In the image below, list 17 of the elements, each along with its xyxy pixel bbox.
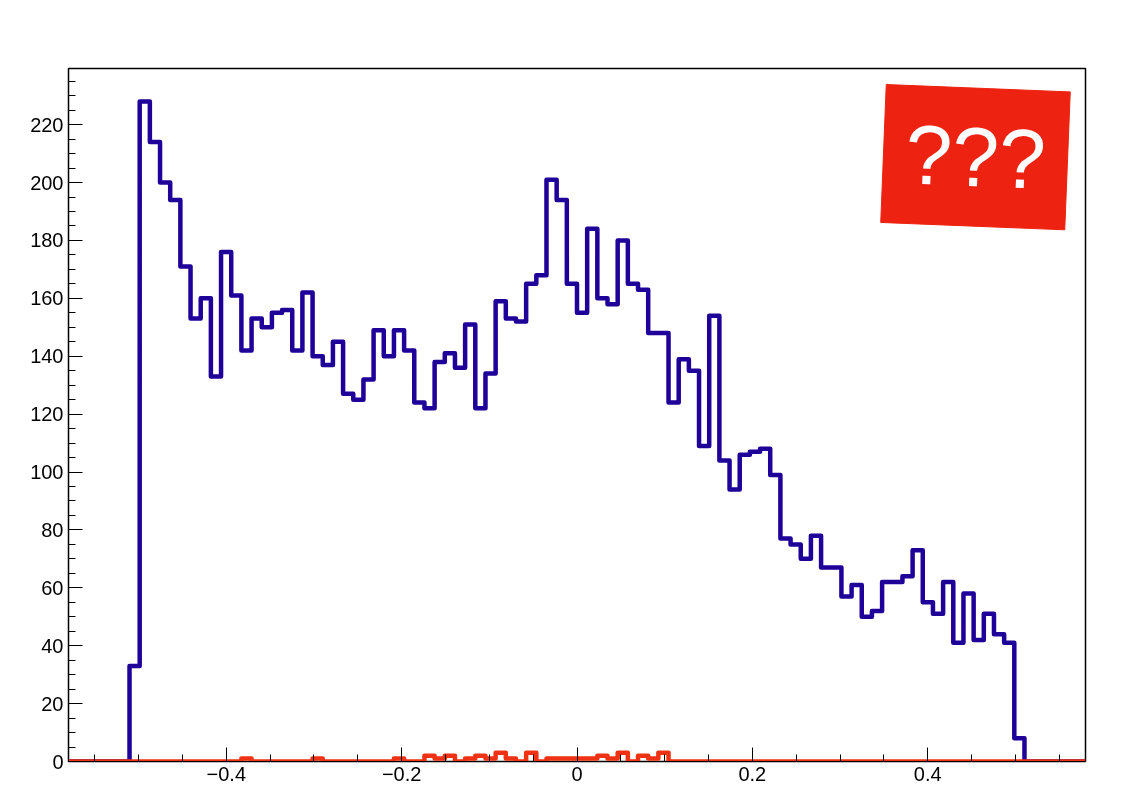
y-tick-label: 100 <box>30 461 64 484</box>
x-tick-label: −0.2 <box>381 762 422 785</box>
y-tick-label: 200 <box>30 171 64 194</box>
y-tick-label: 120 <box>30 403 64 426</box>
y-tick-label: 40 <box>41 634 64 657</box>
x-tick-label: 0 <box>571 762 583 785</box>
y-tick-label: 80 <box>41 518 64 541</box>
annotation: ??? <box>903 107 1048 207</box>
y-tick-label: 20 <box>41 692 64 715</box>
y-tick-label: 160 <box>30 287 64 310</box>
y-tick-label: 140 <box>30 345 64 368</box>
x-tick-label: 0.4 <box>913 762 942 785</box>
x-tick-label: 0.2 <box>738 762 767 785</box>
x-tick-label: −0.4 <box>206 762 247 785</box>
y-tick-label: 60 <box>41 576 64 599</box>
y-tick-label: 220 <box>30 113 64 136</box>
y-tick-label: 180 <box>30 229 64 252</box>
